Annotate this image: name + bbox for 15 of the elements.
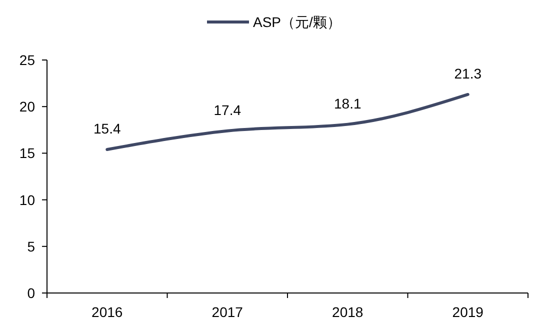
y-tick-label: 15 [19,145,36,162]
data-label: 18.1 [334,95,362,112]
y-tick-label: 10 [19,192,36,208]
y-tick-label: 25 [19,52,36,68]
x-tick-label: 2018 [332,304,364,320]
legend-label: ASP（元/颗） [253,14,341,30]
x-tick-label: 2016 [92,304,123,320]
x-tick-label: 2019 [452,304,484,320]
data-label: 21.3 [454,65,482,82]
x-tick-label: 2017 [212,304,244,320]
y-tick-label: 5 [27,238,36,254]
data-label: 15.4 [94,120,121,136]
y-tick-label: 20 [19,98,36,115]
y-tick-label: 0 [27,285,36,301]
data-label: 17.4 [214,102,242,118]
